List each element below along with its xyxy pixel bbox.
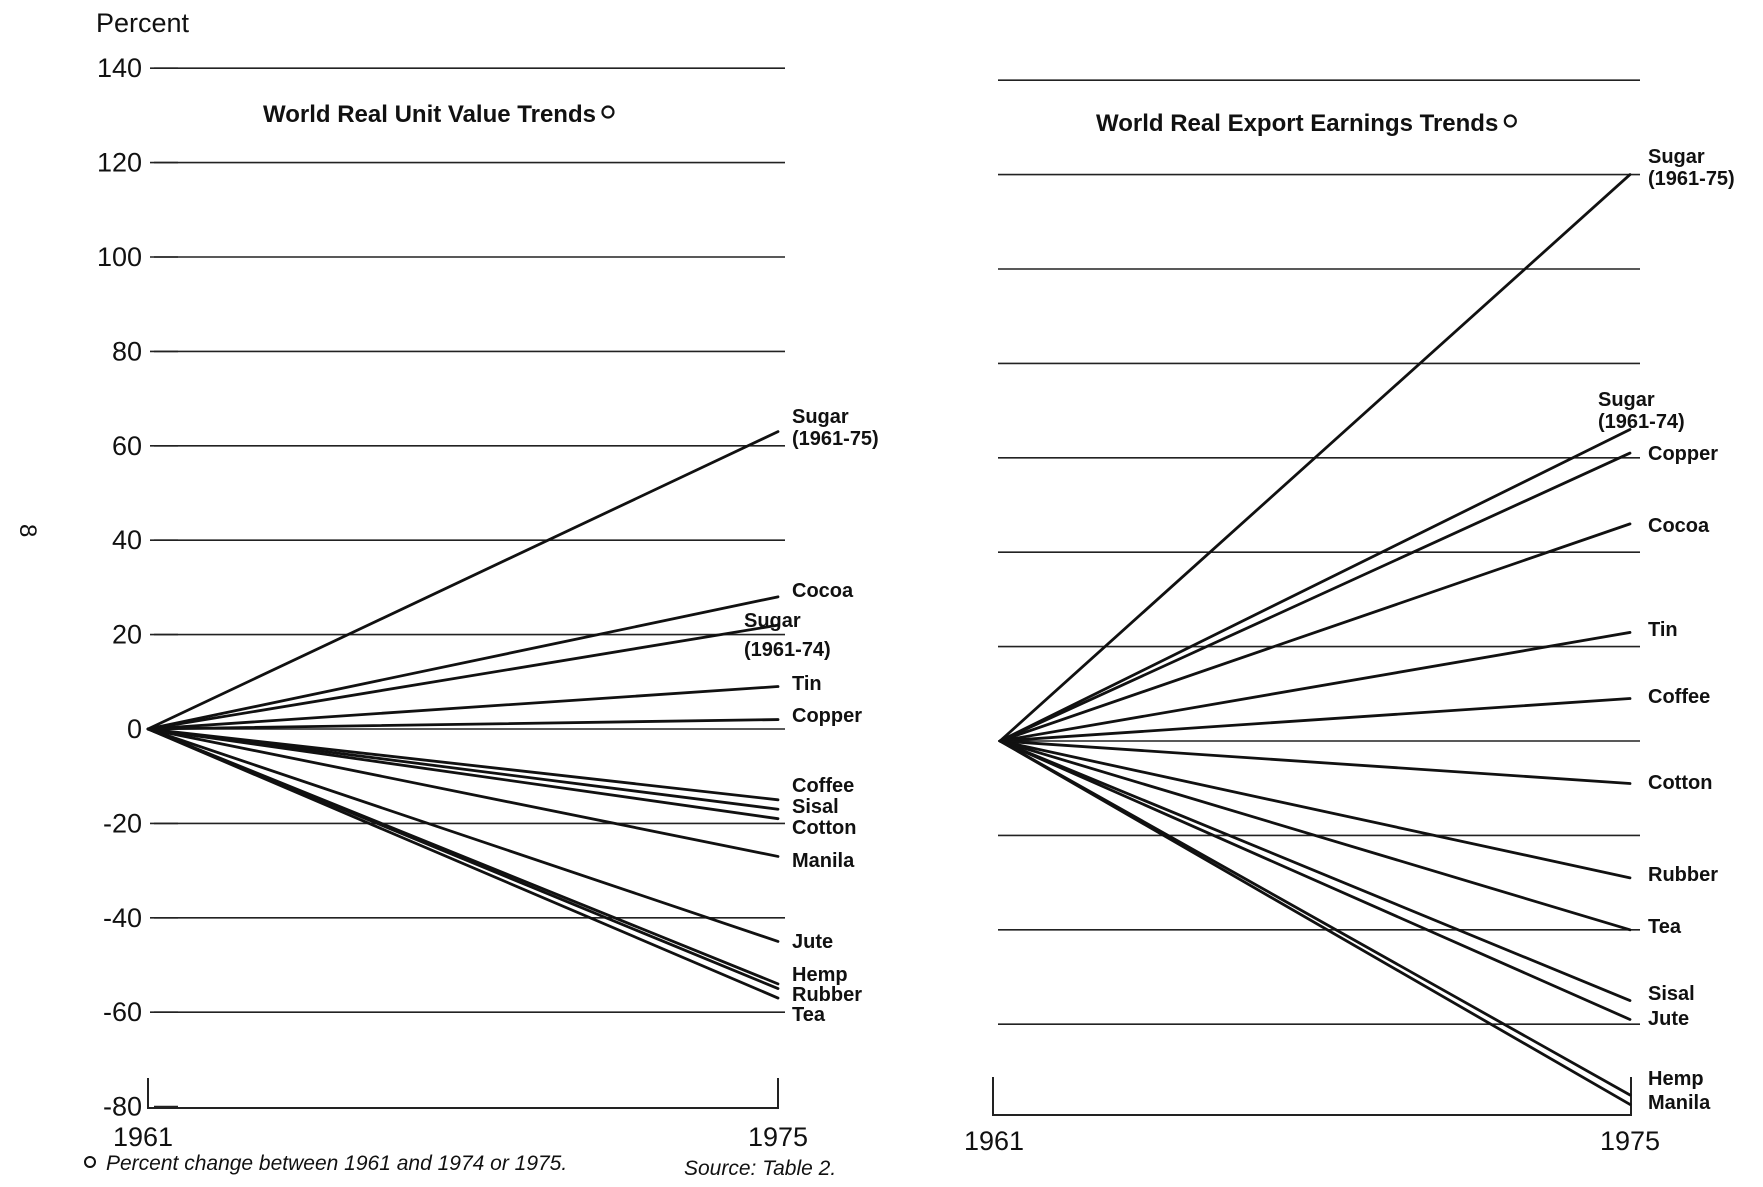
series-label-jute: Jute [792, 931, 833, 953]
series-label-cotton: Cotton [792, 817, 856, 839]
source-note: Source: Table 2. [684, 1157, 836, 1180]
series-line-sisal [998, 739, 1632, 1002]
series-label-sugar-1961-74: Sugar [744, 610, 801, 632]
page-number-marker: 8 [14, 524, 41, 537]
series-label-coffee: Coffee [792, 775, 854, 797]
export-earnings-chart: 1961 1975 World Real Export Earnings Trend… [964, 79, 1735, 1156]
series-label-hemp: Hemp [1648, 1068, 1704, 1090]
chart-title: World Real Unit Value Trends [263, 101, 596, 128]
series-label-cocoa: Cocoa [792, 580, 854, 602]
series-line-sugar-1961-75 [146, 430, 780, 731]
series-line-sugar-1961-74 [146, 623, 780, 731]
series-line-copper [998, 451, 1632, 743]
series-label-coffee: Coffee [1648, 686, 1710, 708]
series-label-cocoa: Cocoa [1648, 515, 1710, 537]
series-line-copper [146, 718, 780, 731]
y-tick-label: -60 [103, 997, 142, 1027]
y-tick-label: 0 [127, 714, 142, 744]
series-line-cotton [998, 739, 1632, 785]
series-label-sugar-1961-74: Sugar [1598, 389, 1655, 411]
series-line-jute [146, 727, 780, 943]
series-label-sugar-1961-75: Sugar [1648, 146, 1705, 168]
y-tick-label: 80 [112, 336, 142, 366]
series-label-copper: Copper [792, 705, 862, 727]
series-label-manila: Manila [792, 850, 855, 872]
series-label-sugar-1961-75: (1961-75) [792, 428, 879, 450]
chart-title: World Real Export Earnings Trends [1096, 110, 1498, 137]
series-label-tin: Tin [1648, 619, 1678, 641]
title-footnote-marker-icon [601, 105, 615, 119]
x-tick-label-1961: 1961 [113, 1122, 173, 1152]
title-footnote-marker-icon [1503, 114, 1517, 128]
series-label-manila: Manila [1648, 1092, 1711, 1114]
series-line-sisal [146, 727, 780, 811]
x-tick-label-1975: 1975 [748, 1122, 808, 1152]
series-line-tea [146, 727, 780, 1000]
series-line-tin [998, 631, 1632, 743]
series-label-tin: Tin [792, 673, 822, 695]
x-tick-label-1961: 1961 [964, 1126, 1024, 1156]
y-tick-label: 120 [97, 148, 142, 178]
series-line-cocoa [998, 522, 1632, 743]
footnote-text: Percent change between 1961 and 1974 or … [106, 1152, 567, 1175]
series-line-manila [146, 727, 780, 858]
series-line-rubber [998, 739, 1632, 880]
series-label-cotton: Cotton [1648, 772, 1712, 794]
series-line-manila [998, 739, 1632, 1106]
y-tick-label: 20 [112, 620, 142, 650]
x-axis-baseline [147, 1078, 779, 1109]
series-label-copper: Copper [1648, 443, 1718, 465]
series-label-rubber: Rubber [1648, 864, 1718, 886]
y-tick-label: 140 [97, 53, 142, 83]
series-line-tin [146, 685, 780, 731]
series-label-sugar-1961-75: Sugar [792, 406, 849, 428]
footnote-marker-icon [84, 1156, 96, 1168]
x-tick-label-1975: 1975 [1600, 1126, 1660, 1156]
series-label-hemp: Hemp [792, 964, 848, 986]
y-tick-label: -40 [103, 903, 142, 933]
series-label-sugar-1961-75: (1961-75) [1648, 168, 1735, 190]
series-line-cocoa [146, 595, 780, 731]
series-line-coffee [998, 697, 1632, 743]
series-label-rubber: Rubber [792, 984, 862, 1006]
series-label-sugar-1961-74: (1961-74) [1598, 411, 1685, 433]
y-tick-label: 40 [112, 525, 142, 555]
series-line-jute [998, 739, 1632, 1021]
series-line-sugar-1961-75 [998, 173, 1632, 743]
series-label-sisal: Sisal [792, 796, 839, 818]
y-unit-label: Percent [96, 8, 190, 38]
series-label-tea: Tea [1648, 916, 1682, 938]
series-line-rubber [146, 727, 780, 990]
y-tick-label: 100 [97, 242, 142, 272]
series-line-sugar-1961-74 [998, 428, 1632, 743]
y-tick-label: 60 [112, 431, 142, 461]
y-tick-label: -80 [103, 1092, 142, 1122]
x-axis-baseline [992, 1077, 1632, 1116]
series-line-tea [998, 739, 1632, 932]
series-label-sisal: Sisal [1648, 983, 1695, 1005]
series-label-sugar-1961-74: (1961-74) [744, 639, 831, 661]
series-label-jute: Jute [1648, 1008, 1689, 1030]
series-label-tea: Tea [792, 1004, 826, 1026]
series-line-coffee [146, 727, 780, 802]
y-tick-label: -20 [103, 808, 142, 838]
series-line-cotton [146, 727, 780, 821]
